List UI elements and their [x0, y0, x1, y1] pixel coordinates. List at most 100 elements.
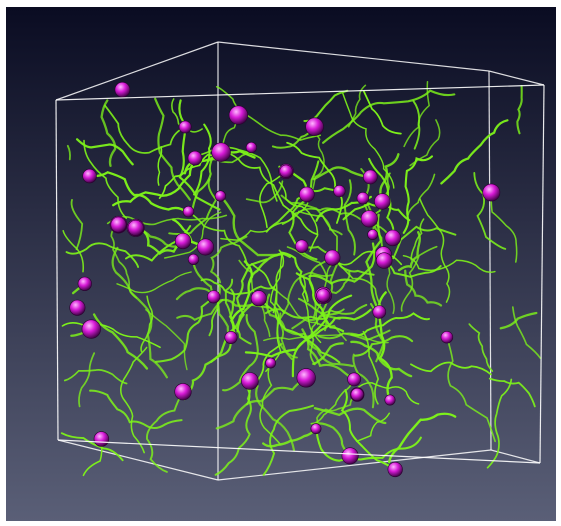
- polymer-strand: [322, 89, 456, 144]
- particle-sphere: [360, 210, 378, 228]
- polymer-strand: [301, 328, 359, 382]
- particle-sphere: [224, 330, 238, 344]
- polymer-strand: [171, 98, 203, 133]
- box-edge: [57, 439, 219, 481]
- particle-sphere: [324, 249, 341, 266]
- polymer-strand: [259, 170, 287, 229]
- particle-sphere: [182, 205, 195, 218]
- particle-sphere: [197, 238, 215, 256]
- particles: [69, 81, 501, 478]
- polymer-strand: [262, 404, 314, 476]
- polymer-strand: [350, 312, 430, 337]
- polymer-strand: [220, 202, 309, 241]
- box-edge: [488, 70, 545, 86]
- polymer-strand: [397, 231, 421, 272]
- polymer-strand: [343, 179, 356, 256]
- render-canvas: [6, 7, 556, 521]
- polymer-strand: [157, 146, 163, 186]
- polymer-strand: [312, 342, 344, 366]
- particle-sphere: [305, 117, 324, 136]
- particle-sphere: [372, 305, 387, 319]
- polymer-strand: [265, 187, 341, 233]
- particle-sphere: [174, 232, 192, 250]
- polymer-strand: [286, 141, 343, 224]
- polymer-strand: [255, 384, 296, 452]
- polymer-strand: [308, 256, 334, 319]
- polymer-strand: [236, 258, 268, 333]
- polymer-strand: [410, 218, 425, 261]
- particle-sphere: [241, 372, 259, 390]
- polymer-strand: [83, 139, 128, 219]
- polymer-strand: [354, 335, 414, 357]
- polymer-strand: [409, 119, 441, 167]
- polymer-strand: [262, 427, 318, 448]
- polymer-strand: [301, 275, 322, 344]
- particle-sphere: [178, 120, 192, 134]
- polymer-strand: [63, 369, 128, 385]
- polymer-strand: [308, 242, 376, 285]
- particle-sphere: [93, 431, 110, 447]
- polymer-strand: [216, 151, 319, 236]
- particle-sphere: [440, 331, 454, 344]
- box-edge: [55, 99, 59, 441]
- polymer-strand: [278, 181, 319, 253]
- polymer-strand: [92, 313, 149, 370]
- polymer-strand: [70, 198, 84, 251]
- polymer-strand: [78, 352, 96, 408]
- polymer-strand: [313, 407, 387, 425]
- particle-sphere: [482, 183, 501, 202]
- simulation-render: [6, 7, 556, 521]
- polymer-strand: [250, 263, 286, 314]
- box-edge: [539, 84, 545, 464]
- polymer-strand: [176, 299, 224, 322]
- particle-sphere: [250, 290, 267, 307]
- polymer-strand: [190, 151, 217, 214]
- polymer-strand: [419, 197, 451, 303]
- polymer-strand: [291, 314, 341, 330]
- polymer-strand: [60, 432, 124, 462]
- polymer-strand: [209, 235, 248, 284]
- particle-sphere: [384, 229, 401, 247]
- polymer-strand: [119, 346, 148, 454]
- particle-sphere: [295, 239, 309, 253]
- polymer-strand: [446, 336, 496, 443]
- particle-sphere: [347, 372, 361, 387]
- polymer-strand: [347, 84, 367, 128]
- polymer-strand: [145, 308, 188, 371]
- box-edge: [490, 449, 541, 464]
- particle-sphere: [265, 357, 276, 369]
- polymer-strand: [392, 225, 457, 260]
- box-edge: [217, 41, 490, 72]
- polymer-strand: [192, 258, 270, 309]
- polymer-strand: [468, 323, 494, 372]
- polymer-strand: [511, 306, 542, 360]
- particle-sphere: [81, 319, 101, 339]
- polymer-strand: [140, 295, 154, 353]
- polymer-strand: [62, 230, 85, 273]
- polymer-strand: [272, 249, 285, 314]
- particle-sphere: [127, 219, 144, 236]
- particle-sphere: [279, 164, 293, 179]
- polymer-strand: [214, 380, 252, 476]
- polymer-strand: [257, 297, 341, 364]
- polymer-strand: [89, 389, 183, 430]
- polymer-strand: [104, 104, 187, 154]
- particle-sphere: [69, 299, 86, 316]
- polymer-strand: [110, 223, 138, 299]
- particle-sphere: [333, 185, 346, 198]
- particle-sphere: [214, 190, 226, 202]
- polymer-strand: [112, 156, 197, 207]
- polymer-strand: [75, 138, 134, 166]
- polymer-strand: [271, 125, 315, 149]
- particle-sphere: [77, 276, 92, 291]
- polymer-strand: [311, 125, 325, 191]
- particle-sphere: [187, 253, 200, 265]
- polymer-strand: [407, 173, 436, 216]
- polymer-strand: [315, 426, 422, 462]
- polymer-strand: [342, 92, 395, 189]
- polymer-strand: [355, 382, 420, 405]
- polymer-strand: [410, 361, 492, 376]
- polymer-strand: [440, 119, 509, 185]
- polymer-strand: [402, 254, 496, 274]
- polymer-strand: [404, 269, 443, 307]
